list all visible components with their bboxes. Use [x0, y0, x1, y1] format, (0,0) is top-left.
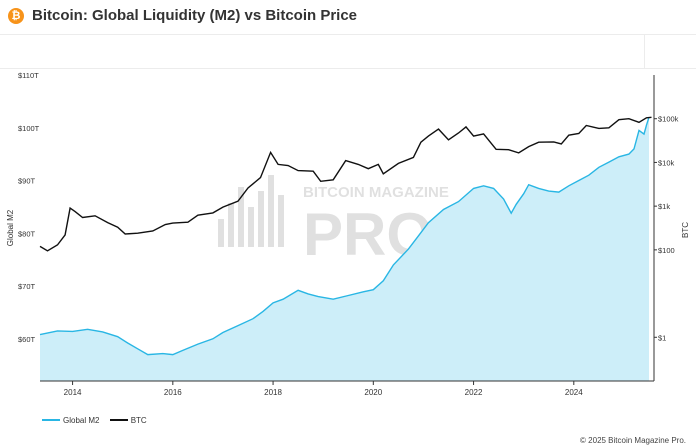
- left-axis-ticks: $60T $70T $80T $90T $100T $110T: [18, 71, 40, 344]
- x-tick-label: 2016: [164, 388, 182, 397]
- right-tick-label: $1: [658, 333, 666, 342]
- x-tick-label: 2020: [364, 388, 382, 397]
- right-tick-label: $10k: [658, 158, 675, 167]
- header: ₿ Bitcoin: Global Liquidity (M2) vs Bitc…: [0, 0, 696, 34]
- right-tick-label: $100: [658, 246, 675, 255]
- x-tick-label: 2024: [565, 388, 583, 397]
- legend-item-global-m2[interactable]: Global M2: [42, 416, 99, 425]
- series-line-global-m2: [39, 116, 650, 356]
- copyright-text: © 2025 Bitcoin Magazine Pro.: [580, 436, 686, 445]
- watermark-bar: [258, 191, 264, 247]
- watermark-bar: [238, 187, 244, 247]
- left-tick-label: $110T: [18, 71, 39, 80]
- left-tick-label: $80T: [18, 229, 36, 238]
- left-tick-label: $100T: [18, 124, 40, 133]
- chart-area: BITCOIN MAGAZINE PRO 2014 2016 2018 2020 202…: [0, 69, 696, 399]
- legend: Global M2 BTC: [42, 414, 155, 428]
- x-tick-label: 2014: [64, 388, 82, 397]
- legend-swatch-global-m2: [42, 419, 60, 421]
- chart-svg: BITCOIN MAGAZINE PRO 2014 2016 2018 2020 202…: [6, 71, 690, 397]
- right-tick-label: $1k: [658, 202, 670, 211]
- watermark-line1: BITCOIN MAGAZINE: [303, 184, 449, 201]
- left-tick-label: $90T: [18, 177, 36, 186]
- right-axis-ticks: $1 $100 $1k $10k $100k: [654, 115, 679, 342]
- watermark-bar: [268, 175, 274, 247]
- y-axis-label-right: BTC: [681, 222, 690, 238]
- series-line-btc: [39, 116, 652, 252]
- right-tick-label: $100k: [658, 115, 679, 124]
- legend-label-global-m2: Global M2: [63, 415, 100, 425]
- x-tick-label: 2018: [264, 388, 282, 397]
- watermark-logo-icon: [218, 175, 284, 247]
- legend-label-btc: BTC: [130, 415, 147, 425]
- x-tick-label: 2022: [465, 388, 483, 397]
- m2-area-fill: [40, 117, 649, 381]
- x-axis-ticks: 2014 2016 2018 2020 2022 2024: [64, 381, 583, 397]
- toolbar-divider: [644, 35, 645, 68]
- watermark-bar: [218, 219, 224, 247]
- bitcoin-logo-icon: ₿: [8, 8, 24, 24]
- legend-item-btc[interactable]: BTC: [109, 415, 147, 425]
- left-tick-label: $60T: [18, 335, 36, 344]
- watermark-bar: [278, 195, 284, 247]
- header-divider: [0, 34, 696, 35]
- page-title: Bitcoin: Global Liquidity (M2) vs Bitcoi…: [32, 7, 358, 24]
- y-axis-label-left: Global M2: [6, 209, 15, 246]
- chart-top-divider: [0, 68, 696, 69]
- watermark-bar: [228, 203, 234, 247]
- left-tick-label: $70T: [18, 282, 36, 291]
- watermark-bar: [248, 207, 254, 247]
- legend-swatch-btc: [109, 419, 128, 421]
- watermark: BITCOIN MAGAZINE PRO: [218, 175, 449, 268]
